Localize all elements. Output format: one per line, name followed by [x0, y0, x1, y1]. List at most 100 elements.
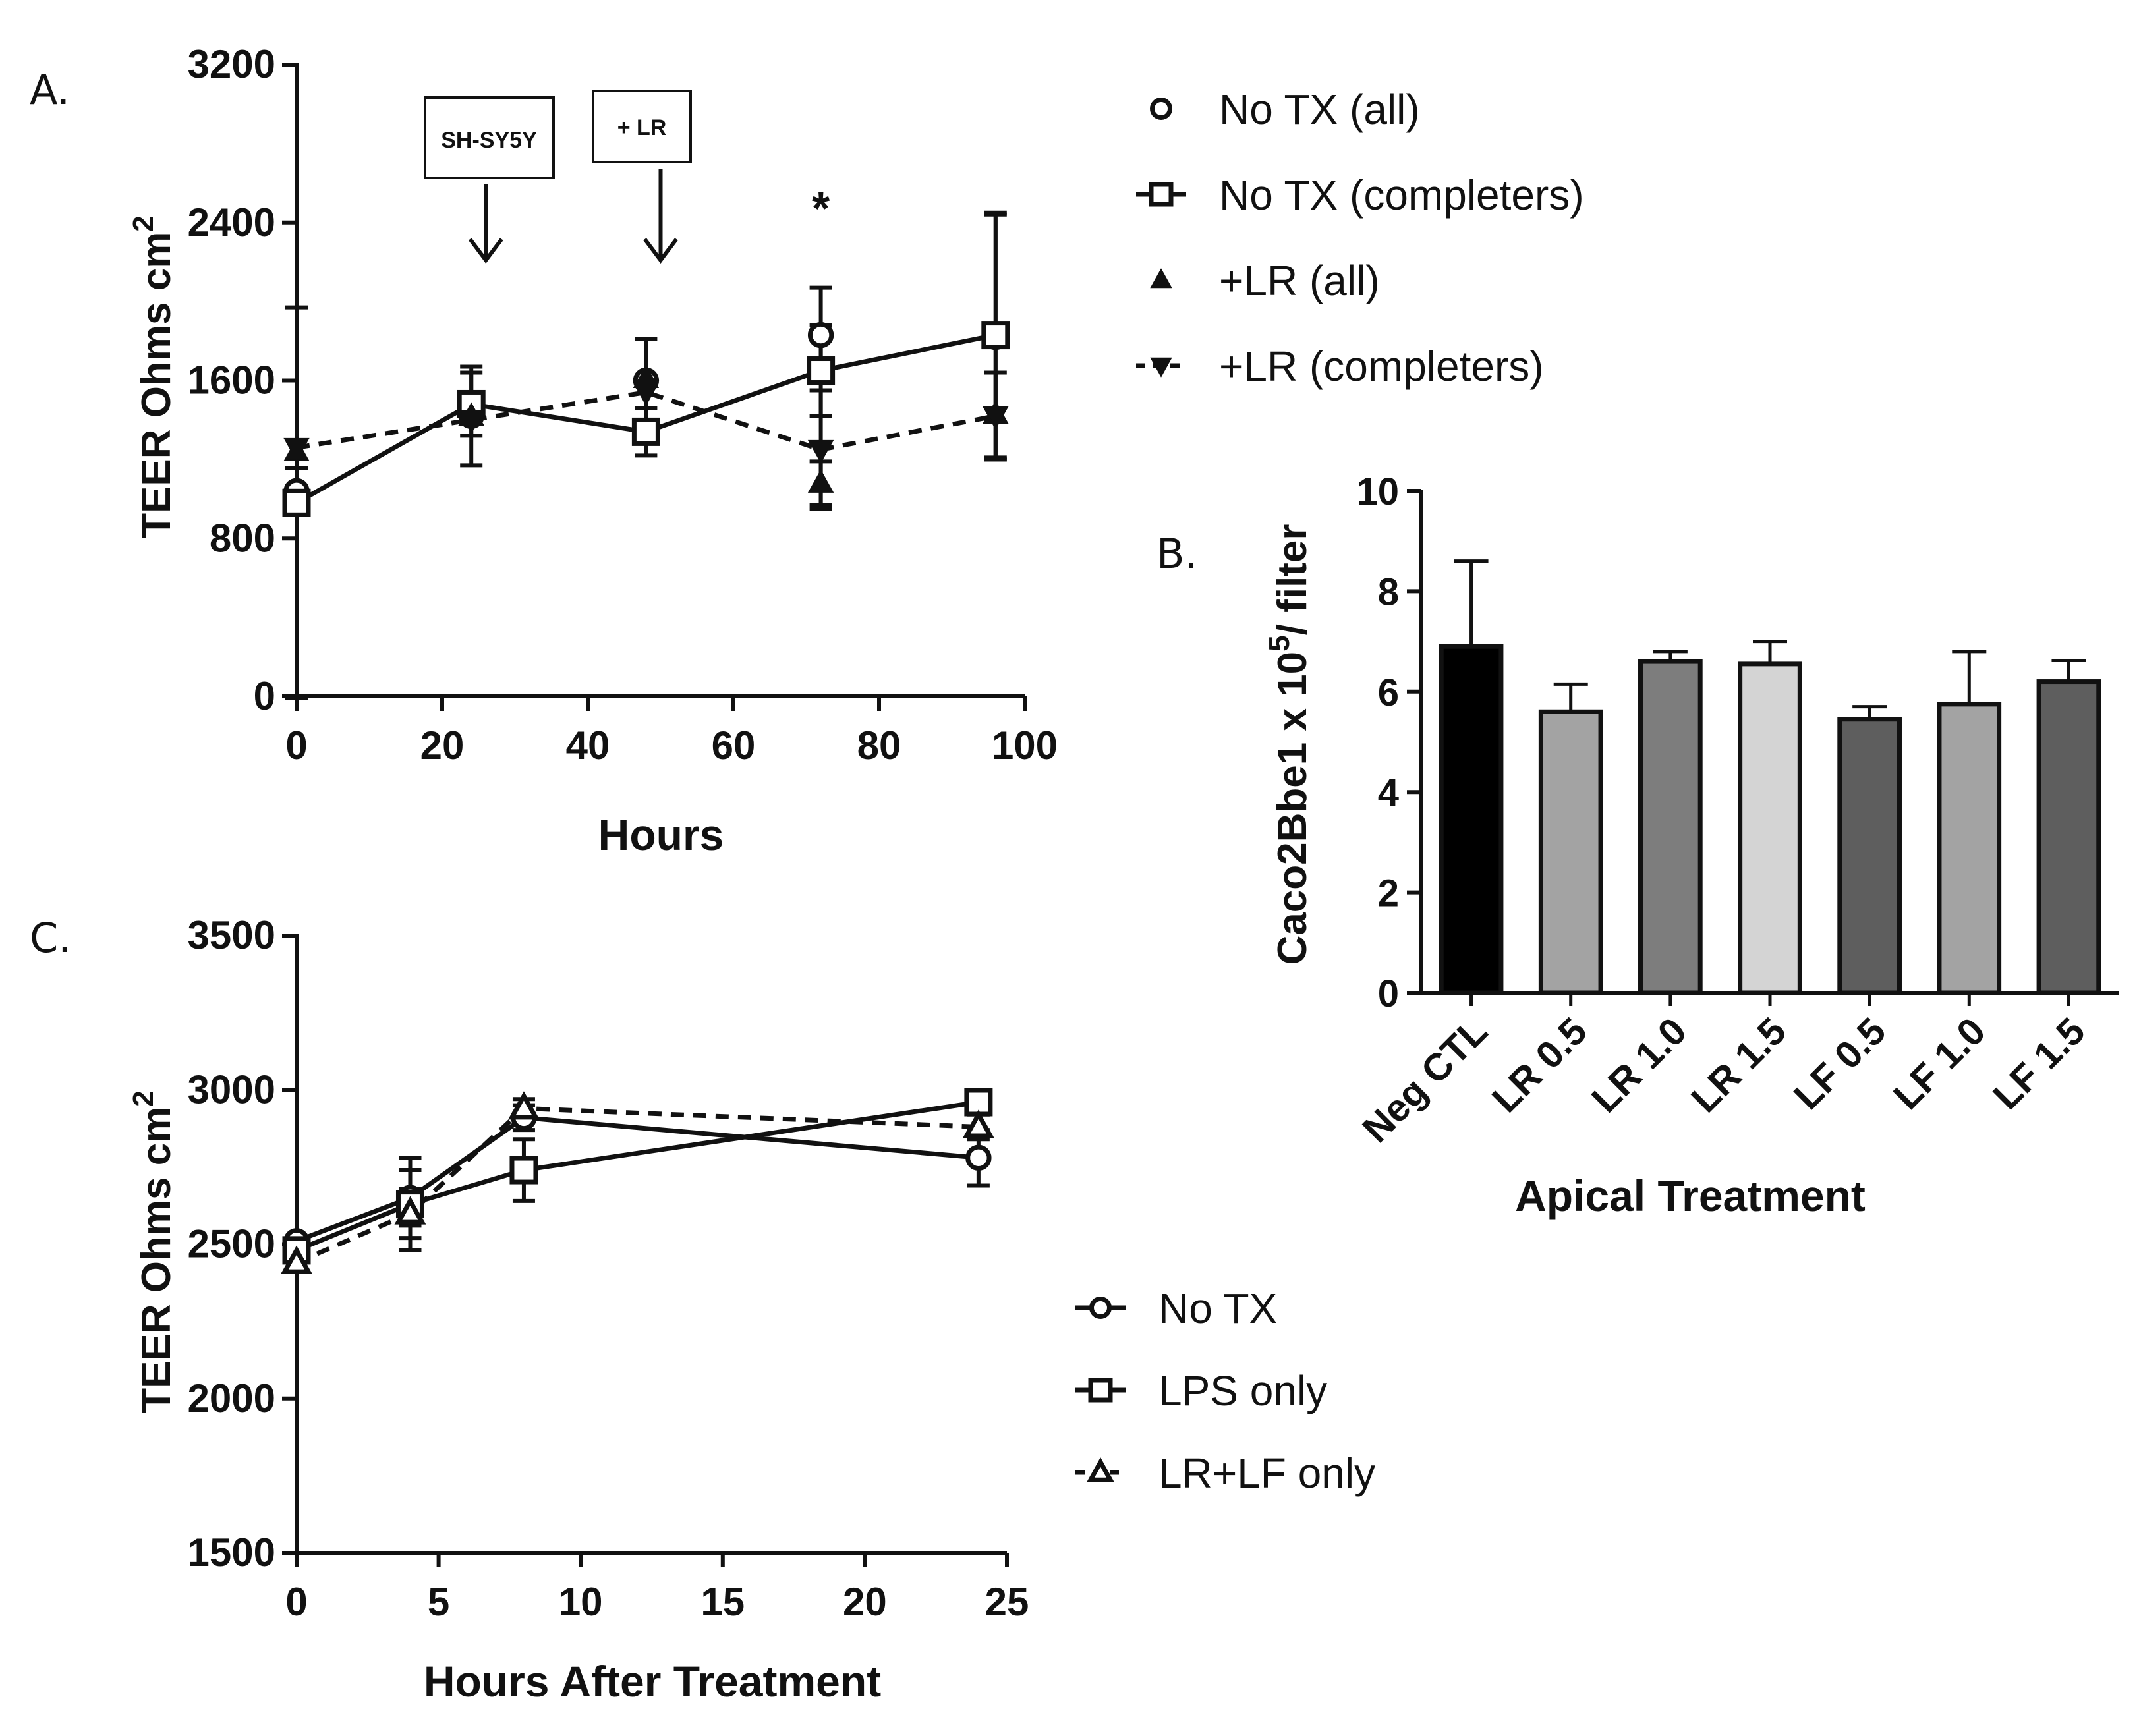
chart-b-x-axis-title: Apical Treatment [1515, 1171, 1866, 1220]
chart-b-bar-neg-ctl [1439, 644, 1504, 995]
chart-b-x-tick-label: Neg CTL [1354, 1009, 1496, 1151]
chart-b-y-tick-label: 10 [1356, 470, 1399, 513]
chart-c-x-tick-label: 5 [428, 1580, 449, 1624]
chart-a-point-lr-completers [807, 439, 834, 464]
chart-b-y-axis-title: Caco2Bbe1 x 105/ filter [1263, 524, 1315, 965]
chart-c-x-tick-label: 0 [285, 1580, 307, 1624]
chart-a-y-tick-label: 1600 [188, 358, 275, 403]
chart-a-point-lr-completers [633, 382, 660, 406]
chart-c-point-lr-lf-only [508, 1091, 540, 1120]
chart-a-line-lr-completers [296, 389, 996, 452]
panel-label-a: A. [30, 66, 70, 114]
significance-star: * [812, 182, 830, 234]
chart-b-bar-lr-1-5 [1738, 661, 1802, 995]
chart-a-legend-label-no-tx-all: No TX (all) [1219, 86, 1420, 133]
annotation-arrow-head [468, 238, 503, 264]
chart-b-x-tick-label: LR 1.0 [1583, 1009, 1695, 1121]
chart-a-y-axis-title-main: TEER Ohms cm [134, 232, 179, 538]
chart-c-y-axis-title-main: TEER Ohms cm [134, 1107, 179, 1413]
chart-a-x-tick-label: 0 [285, 723, 307, 768]
chart-c-legend-label-lps-only: LPS only [1158, 1367, 1327, 1414]
chart-b-bars [1439, 559, 2101, 995]
chart-a-legend-marker-no-tx-completers [1149, 182, 1174, 207]
chart-b-x-tick-label: LF 0.5 [1786, 1009, 1894, 1117]
chart-c-x-tick-label: 20 [843, 1580, 887, 1624]
chart-c-legend-marker-lps-only [1088, 1378, 1113, 1403]
annotation-arrow-head [643, 238, 678, 264]
chart-c-point-lps-only [509, 1156, 538, 1185]
chart-c: 1500 2000 2500 3000 3500 0 5 10 15 20 25 No TX LPS … [127, 913, 1375, 1706]
chart-c-legend-label-no-tx: No TX [1158, 1285, 1277, 1332]
chart-a-series-layer [282, 210, 1010, 700]
chart-a-legend-label-lr-all: +LR (all) [1219, 257, 1380, 304]
chart-a-x-tick-label: 60 [712, 723, 756, 768]
chart-b-y-tick-label: 6 [1378, 671, 1399, 714]
chart-c-axes: 1500 2000 2500 3000 3500 0 5 10 15 20 25 [188, 913, 1029, 1624]
chart-b-y-tick-label: 2 [1378, 872, 1399, 915]
chart-a-point-no-tx-completers [981, 321, 1010, 350]
annotation-box-sh-sy5y [424, 96, 555, 179]
chart-a-point-lr-completers [983, 406, 1009, 430]
chart-a-x-tick-label: 100 [992, 723, 1058, 768]
chart-b-y-tick-label: 8 [1378, 571, 1399, 613]
chart-c-line-lps-only [295, 1100, 979, 1253]
chart-b-x-tick-label: LF 1.5 [1985, 1009, 2093, 1117]
chart-c-y-tick-label: 2000 [188, 1376, 275, 1420]
chart-a-x-tick-label: 20 [420, 723, 465, 768]
chart-b-y-tick-label: 0 [1378, 972, 1399, 1015]
chart-b-y-tick-label: 4 [1378, 771, 1399, 814]
chart-c-point-lr-lf-only [394, 1196, 426, 1225]
chart-c-y-tick-label: 1500 [188, 1530, 275, 1575]
chart-a-y-tick-label: 2400 [188, 200, 275, 244]
chart-b-bar-lr-0-5 [1538, 709, 1603, 995]
chart-c-y-axis-title: TEER Ohms cm2 [127, 1090, 179, 1413]
chart-b-bar-lr-1-0 [1638, 659, 1703, 995]
chart-c-y-tick-label: 3500 [188, 913, 275, 957]
chart-b-y-axis-title-sup: 5 [1263, 635, 1296, 651]
chart-a-legend-marker-no-tx-all [1150, 98, 1172, 120]
chart-c-point-lr-lf-only [281, 1245, 312, 1274]
chart-c-x-tick-label: 10 [559, 1580, 603, 1624]
chart-a-legend-marker-lr-completers [1150, 357, 1172, 378]
chart-c-y-tick-label: 2500 [188, 1222, 275, 1266]
chart-b-y-axis-title-main: Caco2Bbe1 x 10 [1270, 652, 1315, 965]
chart-a-point-no-tx-completers [807, 356, 836, 385]
chart-c-point-no-tx [965, 1144, 992, 1171]
chart-b-x-tick-label: LR 0.5 [1484, 1009, 1595, 1121]
chart-c-legend-marker-no-tx [1089, 1297, 1112, 1319]
chart-a-annotations: SH-SY5Y + LR * [424, 90, 830, 264]
annotation-label-lr: + LR [617, 115, 667, 140]
chart-a-arrows [468, 169, 678, 264]
chart-a-point-lr-all [807, 469, 834, 493]
chart-c-point-lr-lf-only [962, 1109, 994, 1138]
chart-b-y-axis-title-tail: / filter [1270, 524, 1315, 636]
chart-a-y-axis-title-sup: 2 [127, 215, 159, 231]
panel-label-b: B. [1156, 530, 1197, 578]
chart-a-y-axis-title: TEER Ohms cm2 [127, 215, 179, 538]
chart-a: 0 800 1600 2400 3200 0 20 40 60 80 100 SH-SY5Y + L… [127, 42, 1584, 859]
annotation-label-sh-sy5y: SH-SY5Y [441, 128, 537, 153]
chart-c-legend: No TX LPS only LR+LF only [1075, 1285, 1375, 1497]
chart-a-point-lr-completers [283, 437, 310, 462]
chart-b-x-tick-label: LR 1.5 [1683, 1009, 1794, 1121]
annotation-box-lr [592, 90, 692, 163]
chart-c-x-axis-title: Hours After Treatment [424, 1657, 881, 1706]
chart-b-bar-lf-0-5 [1837, 717, 1902, 995]
chart-a-x-tick-label: 40 [566, 723, 610, 768]
chart-c-x-tick-label: 25 [985, 1580, 1029, 1624]
chart-c-legend-marker-lr-lf-only [1087, 1457, 1114, 1482]
chart-a-point-lr-completers [458, 410, 484, 434]
chart-a-y-tick-label: 3200 [188, 42, 275, 86]
chart-c-y-tick-label: 3000 [188, 1067, 275, 1111]
chart-a-legend-label-no-tx-completers: No TX (completers) [1219, 171, 1584, 219]
chart-b-x-tick-label: LF 1.0 [1885, 1009, 1993, 1117]
chart-b-bar-lf-1-0 [1937, 702, 2002, 995]
chart-a-axes: 0 800 1600 2400 3200 0 20 40 60 80 100 [188, 42, 1058, 768]
chart-a-point-no-tx-all [807, 322, 834, 349]
chart-b-bar-lf-1-5 [2036, 679, 2101, 995]
chart-a-point-no-tx-completers [631, 417, 660, 446]
chart-c-legend-label-lr-lf-only: LR+LF only [1158, 1449, 1375, 1497]
chart-a-x-tick-label: 80 [857, 723, 901, 768]
chart-a-point-no-tx-completers [282, 488, 311, 517]
